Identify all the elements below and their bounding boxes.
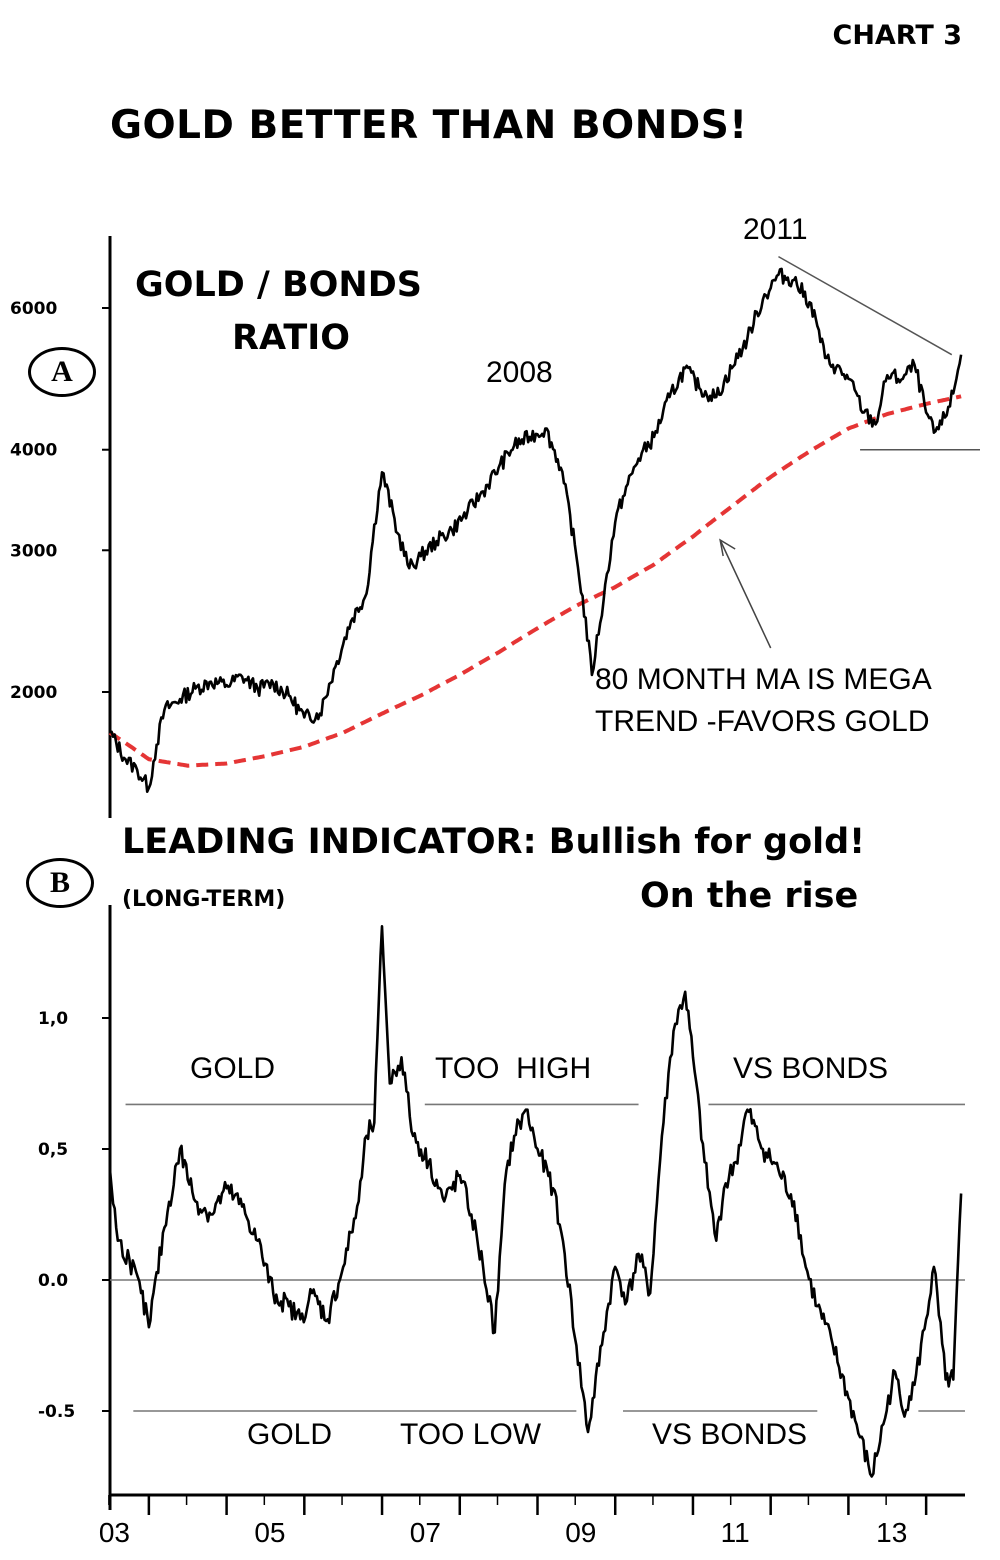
panel-b-y-tick-label: -0.5 bbox=[38, 1402, 75, 1422]
panel-b-x-tick-label: 09 bbox=[565, 1517, 596, 1548]
panel-a-title-line2: RATIO bbox=[232, 318, 350, 358]
upper-label-gold: GOLD bbox=[190, 1052, 276, 1085]
panel-b-x-tick-label: 11 bbox=[721, 1517, 750, 1548]
panel-a-y-tick-label: 3000 bbox=[10, 541, 57, 561]
panel-b-subtitle2: On the rise bbox=[640, 876, 859, 916]
ma-note-arrowhead bbox=[719, 538, 736, 557]
panel-a-y-tick-label: 2000 bbox=[10, 683, 57, 703]
panel-a-y-tick-label: 4000 bbox=[10, 441, 57, 461]
panel-b-x-tick-label: 03 bbox=[99, 1517, 130, 1548]
annotation-2011: 2011 bbox=[743, 213, 808, 246]
panel-b-y-tick-label: 0.0 bbox=[38, 1271, 68, 1291]
ma-note-line1: 80 MONTH MA IS MEGA bbox=[595, 663, 932, 696]
upper-label-vs-bonds: VS BONDS bbox=[733, 1052, 889, 1085]
series-layer bbox=[108, 255, 980, 1478]
lower-label-gold: GOLD bbox=[247, 1418, 333, 1451]
gold-bonds-ratio-line bbox=[109, 267, 963, 793]
panel-a-letter: A bbox=[28, 347, 96, 397]
ma-80-month-line bbox=[108, 394, 962, 768]
panel-b-x-tick-label: 07 bbox=[410, 1517, 441, 1548]
panel-b-y-tick-label: 0,5 bbox=[38, 1140, 68, 1160]
lower-label-vs-bonds: VS BONDS bbox=[652, 1418, 808, 1451]
panel-b-x-tick-label: 05 bbox=[254, 1517, 285, 1548]
tick-layer: 6000 4000 3000 2000 1,0 0,5 0.0 -0.5 03 05 07 09 11 1… bbox=[10, 299, 907, 1548]
downtrend-line bbox=[778, 255, 953, 356]
chart-number: CHART 3 bbox=[832, 20, 963, 51]
panel-a-title-line1: GOLD / BONDS bbox=[135, 265, 422, 305]
panel-b-x-tick-label: 13 bbox=[876, 1517, 907, 1548]
panel-b-subtitle: (LONG-TERM) bbox=[122, 887, 286, 912]
panel-b-letter: B bbox=[26, 858, 94, 908]
axis-layer bbox=[102, 236, 965, 1515]
upper-label-too-high: TOO HIGH bbox=[435, 1052, 592, 1085]
ma-note-line2: TREND -FAVORS GOLD bbox=[595, 705, 930, 738]
leading-indicator-line bbox=[108, 925, 963, 1478]
ma-note-arrow bbox=[719, 539, 772, 649]
annotation-2008: 2008 bbox=[486, 356, 553, 389]
panel-b-title: LEADING INDICATOR: Bullish for gold! bbox=[122, 822, 866, 862]
panel-a-y-tick-label: 6000 bbox=[10, 299, 57, 319]
panel-b-y-tick-label: 1,0 bbox=[38, 1009, 68, 1029]
lower-label-too-low: TOO LOW bbox=[400, 1418, 542, 1451]
page-title: GOLD BETTER THAN BONDS! bbox=[110, 103, 748, 148]
